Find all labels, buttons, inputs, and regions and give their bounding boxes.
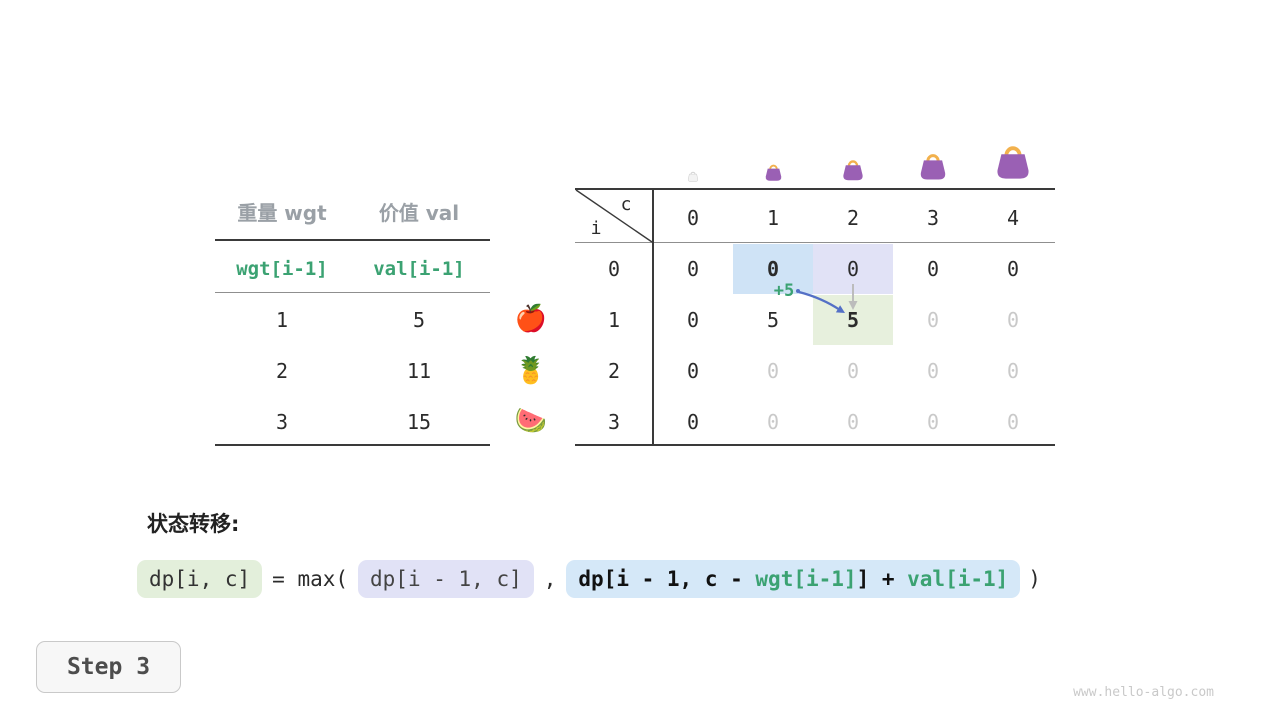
dp-cell-2-0: 0 xyxy=(686,359,700,383)
formula-arg2-part-1: dp[i - 1, c - xyxy=(578,567,756,591)
formula-eq-max: = max( xyxy=(272,567,349,591)
dp-col-header-4: 4 xyxy=(1006,206,1020,230)
apple-icon: 🍎 xyxy=(514,304,548,334)
dp-row-label-3: 3 xyxy=(607,410,621,434)
item-3-weight: 3 xyxy=(275,410,289,434)
bag-icon-capacity-0 xyxy=(687,171,699,182)
bag-icon-capacity-2 xyxy=(843,160,863,181)
dp-row-label-0: 0 xyxy=(607,257,621,281)
dp-cell-3-2: 0 xyxy=(846,410,860,434)
bag-icon-capacity-1 xyxy=(765,164,782,181)
dp-cell-3-1: 0 xyxy=(766,410,780,434)
items-weight-subheader: wgt[i-1] xyxy=(236,258,328,280)
item-1-weight: 1 xyxy=(275,308,289,332)
dp-table-top-border xyxy=(575,188,1055,190)
step-label: Step 3 xyxy=(66,654,151,680)
bag-icon-capacity-3 xyxy=(920,154,946,180)
corner-col-label: c xyxy=(620,194,632,215)
dp-cell-3-0: 0 xyxy=(686,410,700,434)
dp-cell-1-2: 5 xyxy=(813,295,893,345)
dp-col-header-0: 0 xyxy=(686,206,700,230)
plus-five-annotation: +5 xyxy=(773,281,795,301)
dp-row-label-2: 2 xyxy=(607,359,621,383)
item-1-value: 5 xyxy=(412,308,426,332)
state-transition-formula: dp[i, c] = max( dp[i - 1, c] , dp[i - 1,… xyxy=(137,560,1049,598)
dp-cell-2-3: 0 xyxy=(926,359,940,383)
formula-arg2-pill: dp[i - 1, c - wgt[i-1]] + val[i-1] xyxy=(566,560,1021,598)
items-weight-header: 重量 wgt xyxy=(237,201,327,225)
dp-cell-1-0: 0 xyxy=(686,308,700,332)
dp-table-bottom-border xyxy=(575,444,1055,446)
item-2-value: 11 xyxy=(406,359,432,383)
dp-cell-1-1: 5 xyxy=(766,308,780,332)
dp-cell-3-3: 0 xyxy=(926,410,940,434)
items-table-bottom-divider xyxy=(215,444,490,446)
formula-arg2-part-3: ] + xyxy=(856,567,908,591)
dp-cell-1-3: 0 xyxy=(926,308,940,332)
dp-cell-1-4: 0 xyxy=(1006,308,1020,332)
item-2-weight: 2 xyxy=(275,359,289,383)
formula-close-paren: ) xyxy=(1028,567,1041,591)
dp-col-header-3: 3 xyxy=(926,206,940,230)
dp-cell-3-4: 0 xyxy=(1006,410,1020,434)
dp-table-vertical-border xyxy=(652,188,654,446)
dp-cell-0-1: 0 xyxy=(733,244,813,294)
dp-table-header-divider xyxy=(575,242,1055,243)
dp-cell-0-3: 0 xyxy=(926,257,940,281)
dp-col-header-1: 1 xyxy=(766,206,780,230)
items-value-header: 价值 val xyxy=(378,201,460,225)
state-transition-title: 状态转移: xyxy=(147,512,240,536)
dp-cell-2-4: 0 xyxy=(1006,359,1020,383)
watermelon-icon: 🍉 xyxy=(514,406,548,436)
bag-icon-capacity-4 xyxy=(997,146,1029,179)
items-table-subheader-divider xyxy=(215,292,490,293)
pineapple-icon: 🍍 xyxy=(514,356,548,386)
watermark: www.hello-algo.com xyxy=(1073,685,1214,700)
dp-cell-0-2: 0 xyxy=(813,244,893,294)
dp-cell-0-0: 0 xyxy=(686,257,700,281)
dp-cell-2-1: 0 xyxy=(766,359,780,383)
dp-col-header-2: 2 xyxy=(846,206,860,230)
items-table-header-divider xyxy=(215,239,490,241)
items-value-subheader: val[i-1] xyxy=(373,258,465,280)
item-3-value: 15 xyxy=(406,410,432,434)
corner-row-label: i xyxy=(590,218,602,239)
formula-arg2-val: val[i-1] xyxy=(907,567,1009,591)
formula-arg2-wgt: wgt[i-1] xyxy=(755,567,857,591)
formula-comma: , xyxy=(543,567,557,591)
formula-lhs-pill: dp[i, c] xyxy=(137,560,263,598)
formula-arg1-pill: dp[i - 1, c] xyxy=(358,560,534,598)
dp-cell-0-4: 0 xyxy=(1006,257,1020,281)
dp-row-label-1: 1 xyxy=(607,308,621,332)
dp-cell-2-2: 0 xyxy=(846,359,860,383)
step-badge: Step 3 xyxy=(36,641,181,693)
